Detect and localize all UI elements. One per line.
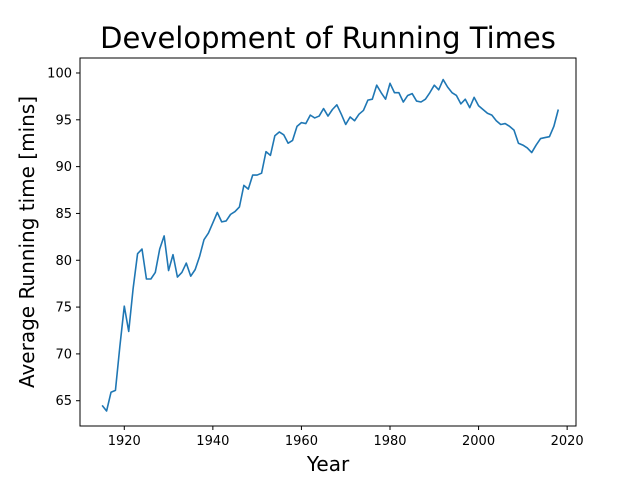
y-tick-label: 70 (55, 347, 72, 362)
y-tick-label: 100 (47, 66, 72, 81)
x-tick-label: 1960 (285, 434, 318, 449)
x-axis-label: Year (306, 452, 350, 476)
series-line-0 (101, 78, 560, 412)
series-lines (101, 78, 560, 412)
x-tick-label: 1980 (373, 434, 406, 449)
y-tick-label: 75 (55, 301, 72, 316)
chart-title: Development of Running Times (100, 21, 556, 55)
y-tick-label: 90 (55, 160, 72, 175)
x-tick-label: 2020 (551, 434, 584, 449)
x-tick-label: 2000 (462, 434, 495, 449)
y-tick-label: 80 (55, 254, 72, 269)
axis-ticks: 1920 1940 1960 1980 2000 2020 65 70 75 80 85 90 95 10… (47, 66, 584, 449)
y-tick-label: 85 (55, 207, 72, 222)
y-tick-label: 95 (55, 113, 72, 128)
plot-area-frame (79, 57, 577, 427)
x-tick-label: 1920 (108, 434, 141, 449)
y-axis-label: Average Running time [mins] (15, 96, 39, 388)
x-tick-label: 1940 (196, 434, 229, 449)
y-tick-label: 65 (55, 394, 72, 409)
